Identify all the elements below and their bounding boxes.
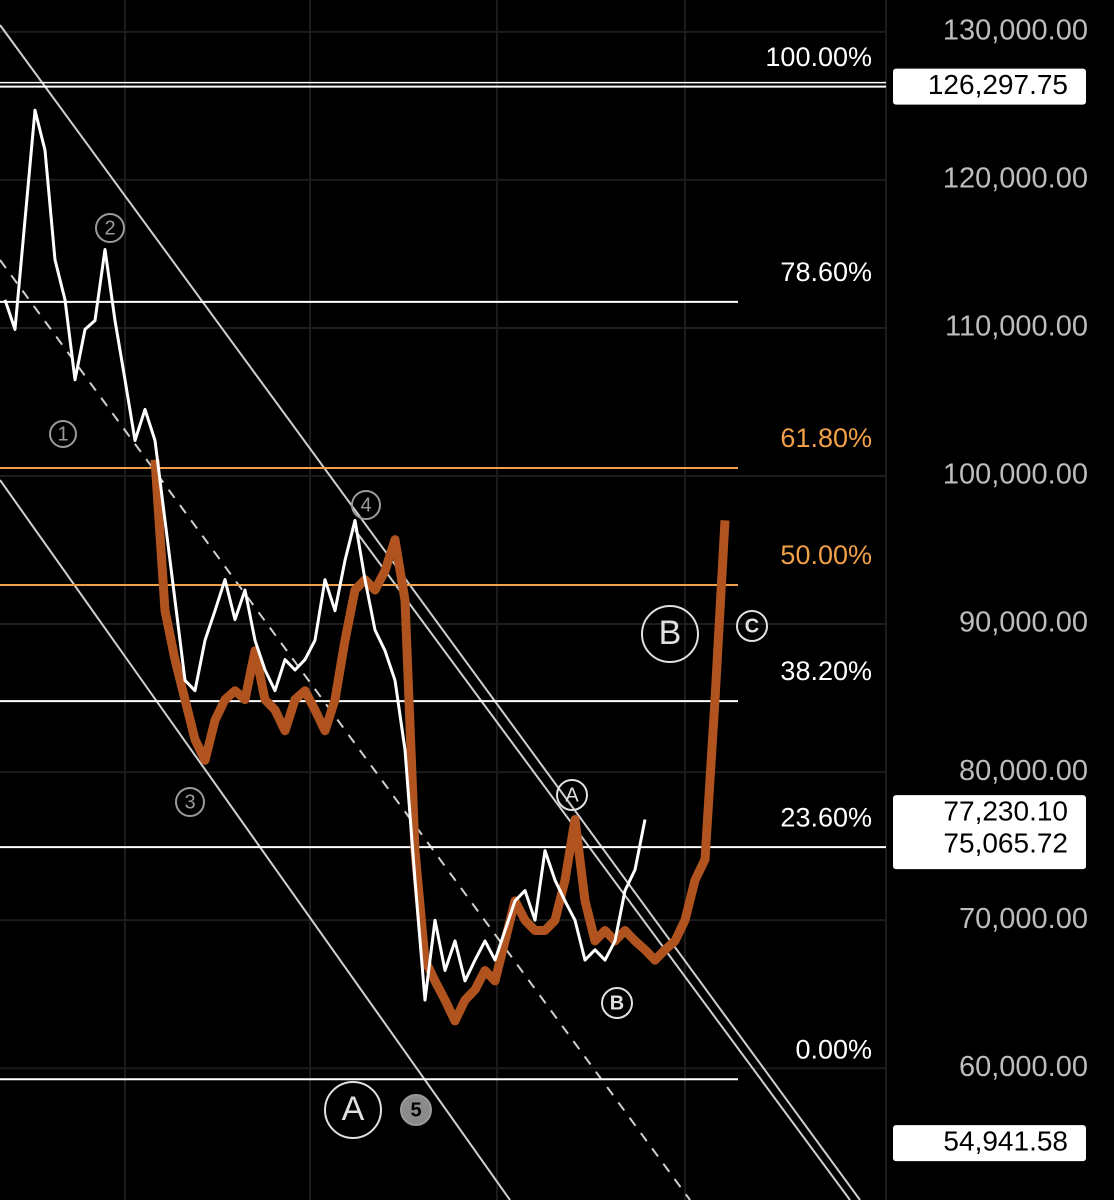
price-tag-label: 54,941.58 — [943, 1126, 1068, 1157]
wave-label: 4 — [351, 490, 381, 520]
wave-text: B — [659, 614, 682, 652]
wave-circle — [324, 1081, 382, 1139]
wave-label: 3 — [175, 787, 205, 817]
wave-label: C — [736, 610, 768, 642]
price-tag-label: 75,065.72 — [943, 828, 1068, 859]
wave-text: 2 — [104, 217, 115, 239]
fib-label: 0.00% — [795, 1034, 872, 1064]
wave-text: 4 — [360, 494, 371, 516]
wave-circle — [49, 420, 77, 448]
fib-label: 61.80% — [780, 423, 872, 453]
wave-text: 5 — [410, 1099, 421, 1121]
y-tick-label: 110,000.00 — [945, 311, 1088, 343]
wave-circle — [556, 779, 588, 811]
wave-text: 3 — [184, 791, 195, 813]
price-tag-label: 77,230.10 — [943, 796, 1068, 827]
wave-text: A — [342, 1090, 365, 1128]
y-tick-label: 130,000.00 — [943, 14, 1088, 46]
wave-text: A — [565, 784, 579, 806]
price-line — [3, 108, 647, 1002]
y-tick-label: 120,000.00 — [943, 163, 1088, 195]
trend-line — [0, 479, 511, 1200]
y-tick-label: 70,000.00 — [959, 903, 1088, 935]
wave-text: C — [745, 615, 759, 637]
wave-circle — [400, 1094, 432, 1126]
wave-label: 2 — [95, 213, 125, 243]
trend-line — [0, 24, 861, 1200]
wave-label: B — [641, 605, 699, 663]
price-tag — [893, 827, 1086, 864]
wave-circle — [175, 787, 205, 817]
fib-label: 78.60% — [780, 257, 872, 287]
wave-label: A — [556, 779, 588, 811]
y-tick-label: 80,000.00 — [959, 755, 1088, 787]
channel — [0, 24, 861, 1200]
wave-circle — [736, 610, 768, 642]
y-tick-label: 90,000.00 — [959, 607, 1088, 639]
wave-label: 5 — [400, 1094, 432, 1126]
price-tag-label: 126,297.75 — [928, 69, 1068, 100]
wave-text: B — [610, 992, 624, 1014]
fib-label: 100.00% — [765, 42, 872, 72]
trend-line — [354, 529, 851, 1200]
price-tag — [893, 68, 1086, 105]
trend-mid — [0, 259, 691, 1200]
wave-label: B — [601, 987, 633, 1019]
wave-circle — [641, 605, 699, 663]
y-tick-label: 100,000.00 — [943, 459, 1088, 491]
wave-text: 1 — [57, 423, 68, 445]
price-line — [150, 459, 730, 1026]
grid — [0, 0, 887, 1200]
wave-label: A — [324, 1081, 382, 1139]
wave-circle — [601, 987, 633, 1019]
fib-label: 38.20% — [780, 656, 872, 686]
wave-circle — [351, 490, 381, 520]
y-tick-label: 60,000.00 — [959, 1051, 1088, 1083]
fib-label: 23.60% — [780, 802, 872, 832]
fib-label: 50.00% — [780, 540, 872, 570]
wave-circle — [95, 213, 125, 243]
price-tag — [893, 1125, 1086, 1162]
wave-label: 1 — [49, 420, 77, 448]
